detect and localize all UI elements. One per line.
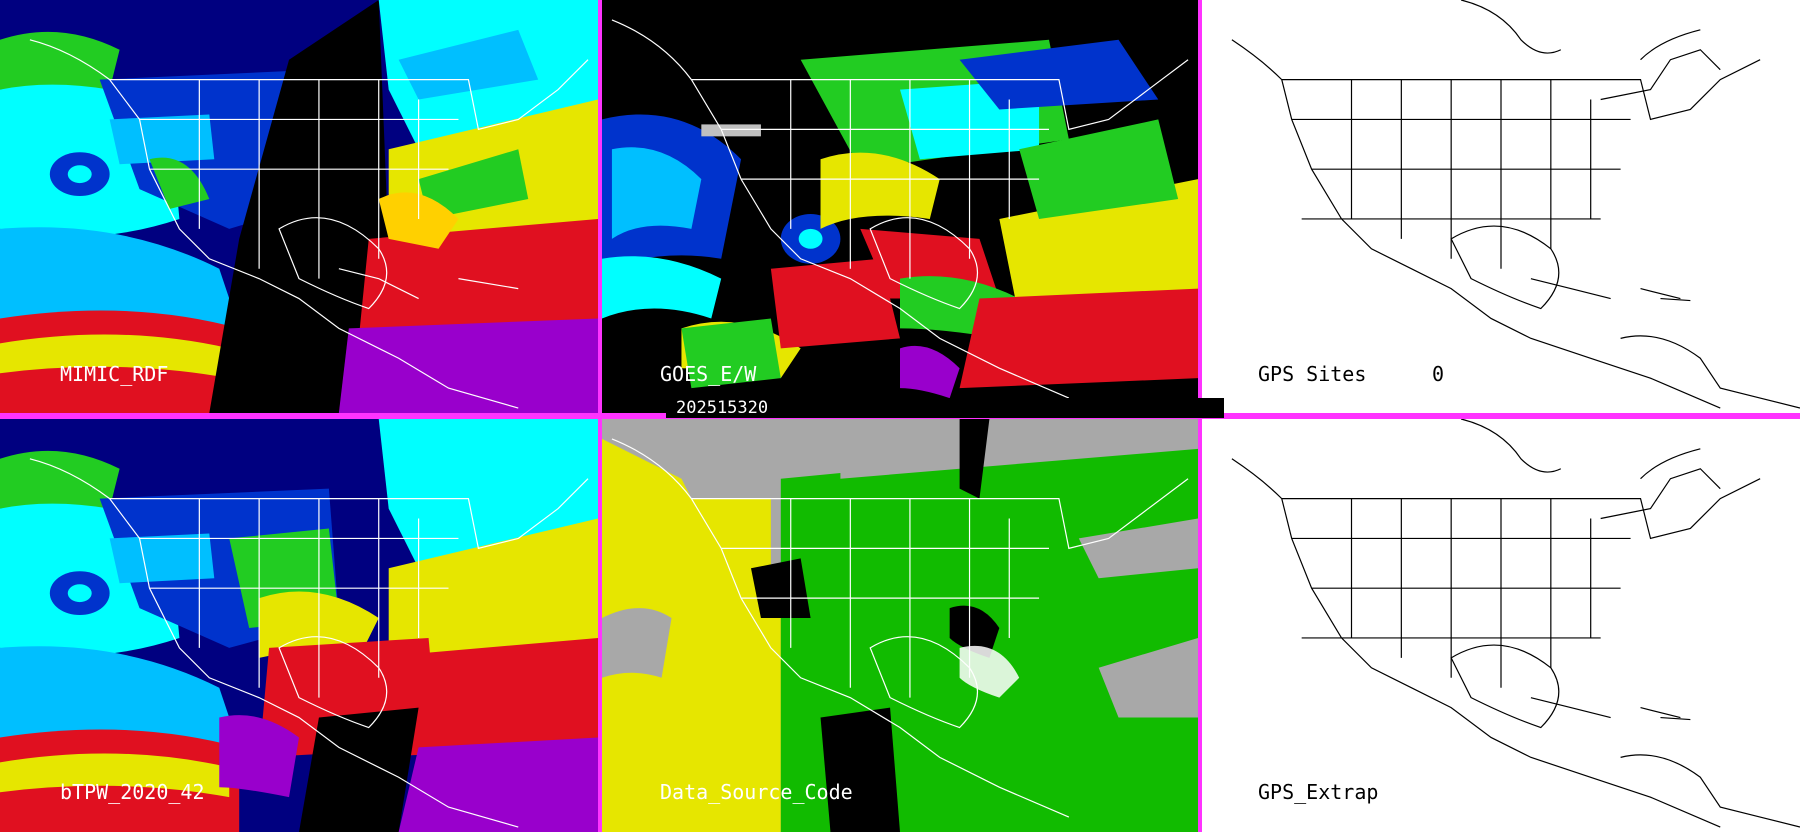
gps-sites-count: 0 — [1432, 362, 1445, 386]
panel-label-mimic-rdf: MIMIC_RDF — [60, 362, 169, 386]
panel-label-goes-ew: GOES_E/W — [660, 362, 757, 386]
panel-btpw-2020-42 — [0, 419, 598, 832]
source-code-image — [602, 419, 1198, 832]
panel-label-gps-sites: GPS Sites — [1258, 362, 1367, 386]
satellite-image-btpw — [0, 419, 598, 832]
panel-label-btpw: bTPW_2020_42 — [60, 780, 205, 804]
satellite-image-goes-ew — [602, 0, 1198, 413]
panel-goes-ew — [602, 0, 1198, 413]
satellite-image-mimic-rdf — [0, 0, 598, 413]
map-outline-gps-sites — [1202, 0, 1800, 413]
panel-label-gps-extrap: GPS_Extrap — [1258, 780, 1379, 804]
timestamp-text: 202515320 — [676, 398, 769, 418]
panel-mimic-rdf — [0, 0, 598, 413]
map-outline-gps-extrap — [1202, 419, 1800, 832]
panel-label-data-source-code: Data_Source_Code — [660, 780, 853, 804]
panel-gps-extrap — [1202, 419, 1800, 832]
panel-gps-sites — [1202, 0, 1800, 413]
panel-data-source-code — [602, 419, 1198, 832]
timestamp-bar — [666, 398, 1224, 418]
